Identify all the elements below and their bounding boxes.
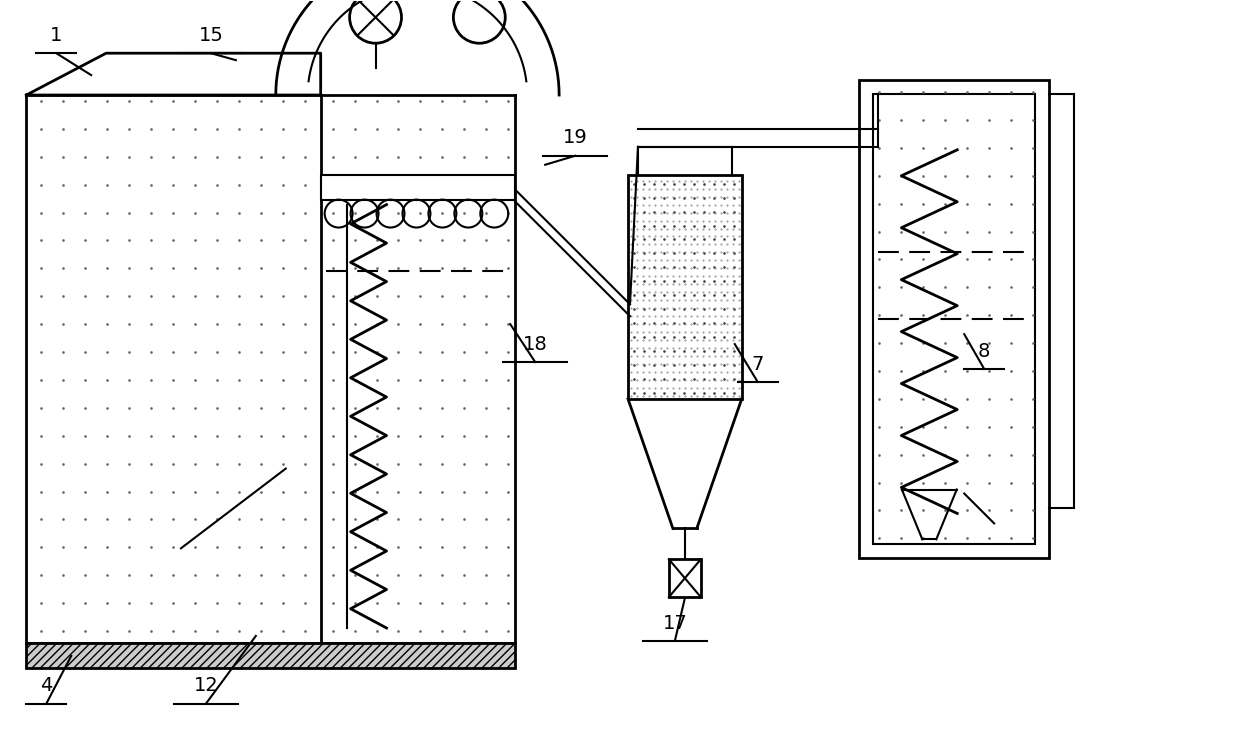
Text: 1: 1 bbox=[50, 26, 62, 44]
Bar bbox=[859, 80, 1049, 558]
Text: 12: 12 bbox=[193, 677, 218, 695]
Text: 19: 19 bbox=[563, 128, 588, 147]
Text: 4: 4 bbox=[40, 677, 52, 695]
Text: 17: 17 bbox=[662, 614, 687, 633]
Text: 8: 8 bbox=[978, 342, 991, 361]
Text: 15: 15 bbox=[198, 26, 223, 44]
Bar bbox=[668, 559, 701, 597]
Text: 18: 18 bbox=[523, 335, 548, 354]
Bar bbox=[873, 94, 1035, 545]
Bar bbox=[321, 175, 516, 200]
Bar bbox=[26, 643, 516, 668]
Bar bbox=[627, 175, 742, 399]
Text: 7: 7 bbox=[751, 354, 764, 373]
